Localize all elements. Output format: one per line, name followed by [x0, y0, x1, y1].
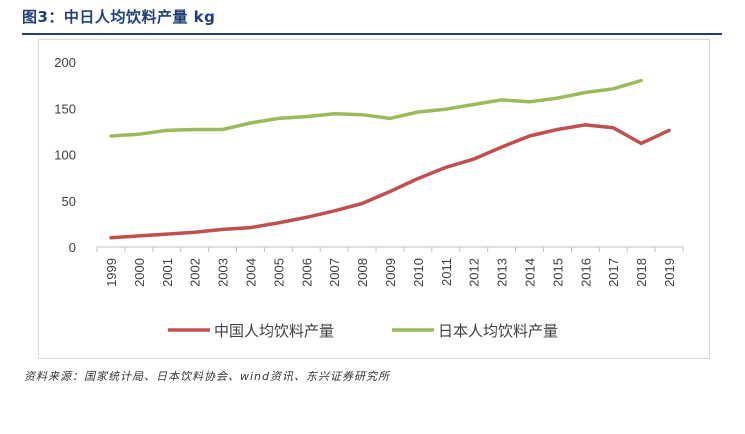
y-tick-label: 0 — [69, 240, 76, 255]
chart-frame — [38, 39, 710, 359]
x-tick-label: 2007 — [327, 258, 342, 287]
y-tick-label: 200 — [54, 55, 76, 70]
y-tick-label: 150 — [54, 101, 76, 116]
x-tick-label: 2009 — [383, 258, 398, 287]
legend-label: 中国人均饮料产量 — [214, 322, 334, 340]
x-tick-label: 2008 — [355, 258, 370, 287]
x-tick-label: 2006 — [299, 258, 314, 287]
y-tick-label: 100 — [54, 148, 76, 163]
x-tick-label: 2016 — [578, 258, 593, 287]
x-tick-label: 2011 — [439, 258, 454, 286]
x-tick-label: 2019 — [662, 258, 677, 287]
x-tick-label: 2018 — [634, 258, 649, 287]
x-tick-label: 2012 — [467, 258, 482, 287]
legend-label: 日本人均饮料产量 — [438, 322, 558, 340]
x-tick-label: 2003 — [216, 258, 231, 287]
source-note: 资料来源：国家统计局、日本饮料协会、wind资讯、东兴证券研究所 — [24, 370, 391, 383]
x-tick-label: 2017 — [606, 258, 621, 287]
title-rule — [22, 33, 722, 35]
series-line-2 — [109, 78, 643, 138]
x-tick-label: 2001 — [160, 258, 175, 287]
x-tick-label: 2013 — [495, 258, 510, 287]
figure-title: 图3：中日人均饮料产量 kg — [22, 8, 216, 26]
x-tick-label: 1999 — [104, 258, 119, 287]
y-tick-label: 50 — [62, 194, 76, 209]
x-tick-label: 2002 — [188, 258, 203, 287]
x-tick-label: 2000 — [132, 258, 147, 287]
x-tick-label: 2015 — [550, 258, 565, 287]
x-tick-label: 2004 — [243, 258, 258, 287]
x-tick-label: 2014 — [523, 258, 538, 287]
series-line-1 — [109, 123, 671, 240]
x-tick-label: 2010 — [411, 258, 426, 287]
line-chart: 0 50 100 150 200 1999 2000 2001 2002 2003 2004 2005… — [54, 55, 684, 340]
x-tick-label: 2005 — [271, 258, 286, 287]
